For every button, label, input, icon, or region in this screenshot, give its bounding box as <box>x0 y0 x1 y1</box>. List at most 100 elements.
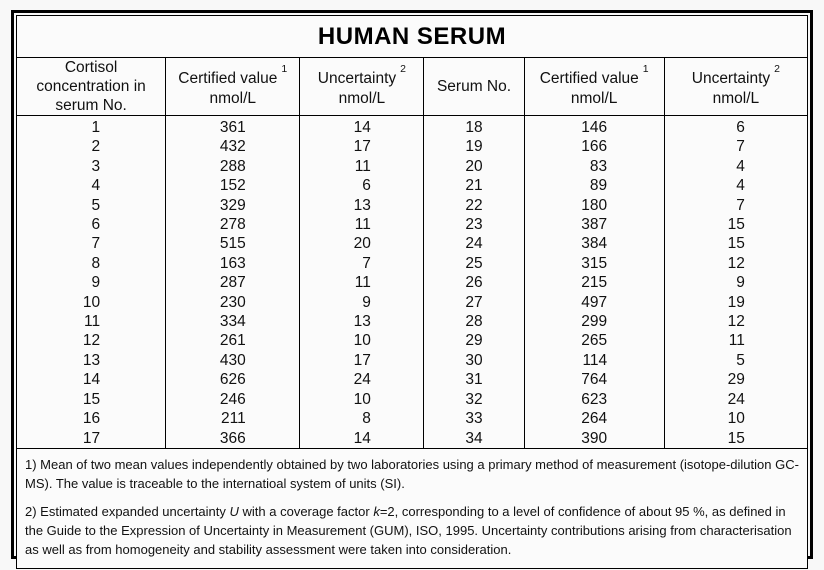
table-cell: 6 <box>15 215 167 235</box>
table-cell: 264 <box>523 409 665 429</box>
table-cell: 11 <box>15 312 167 332</box>
table-cell: 9 <box>663 273 809 293</box>
table-title: HUMAN SERUM <box>16 15 808 58</box>
table-cell: 9 <box>299 292 425 313</box>
table-row: 15 246 10 32 623 24 <box>15 389 809 410</box>
certified-values-table: HUMAN SERUM Cortisol concentration in se… <box>15 15 809 569</box>
table-cell: 13 <box>299 195 425 216</box>
table-cell: 5 <box>15 195 167 216</box>
col-header-unit: nmol/L <box>209 89 257 107</box>
table-cell: 329 <box>165 195 301 216</box>
table-cell: 22 <box>423 195 525 216</box>
table-cell: 384 <box>523 234 665 254</box>
table-frame: HUMAN SERUM Cortisol concentration in se… <box>11 10 813 569</box>
table-row: 17 366 14 34 390 15 <box>15 428 809 449</box>
table-cell: 20 <box>423 156 525 177</box>
col-header-serum-no: Serum No. <box>423 57 525 116</box>
footnote-ref-2: 2 <box>400 63 407 76</box>
data-rows: 1 361 14 18 146 6 2 432 17 19 166 7 3 288 11 20 83 4 4 152 6… <box>15 115 809 449</box>
table-cell: 7 <box>15 234 167 254</box>
table-cell: 20 <box>299 234 425 254</box>
footnote-ref-1: 1 <box>642 63 649 76</box>
table-row: 3 288 11 20 83 4 <box>15 156 809 177</box>
col-header-uncertainty-left: Uncertainty2 nmol/L <box>299 57 425 116</box>
table-cell: 288 <box>165 156 301 177</box>
table-cell: 387 <box>523 215 665 235</box>
table-cell: 30 <box>423 350 525 371</box>
table-cell: 26 <box>423 273 525 293</box>
table-cell: 15 <box>663 428 809 449</box>
table-cell: 764 <box>523 370 665 390</box>
table-cell: 261 <box>165 331 301 351</box>
title-row: HUMAN SERUM <box>16 15 808 58</box>
table-row: 16 211 8 33 264 10 <box>15 409 809 429</box>
table-row: 4 152 6 21 89 4 <box>15 176 809 196</box>
table-cell: 18 <box>423 115 525 138</box>
table-cell: 29 <box>423 331 525 351</box>
table-cell: 6 <box>299 176 425 196</box>
table-row: 9 287 11 26 215 9 <box>15 273 809 293</box>
table-cell: 230 <box>165 292 301 313</box>
table-cell: 114 <box>523 350 665 371</box>
table-cell: 146 <box>523 115 665 138</box>
col-header-uncertainty-right: Uncertainty2 nmol/L <box>663 57 809 116</box>
table-cell: 8 <box>299 409 425 429</box>
table-cell: 497 <box>523 292 665 313</box>
table-cell: 10 <box>299 389 425 410</box>
table-cell: 3 <box>15 156 167 177</box>
table-cell: 265 <box>523 331 665 351</box>
table-cell: 278 <box>165 215 301 235</box>
col-header-unit: nmol/L <box>570 89 618 107</box>
table-cell: 14 <box>15 370 167 390</box>
table-cell: 623 <box>523 389 665 410</box>
table-cell: 14 <box>299 428 425 449</box>
table-cell: 11 <box>299 273 425 293</box>
table-cell: 390 <box>523 428 665 449</box>
table-cell: 24 <box>423 234 525 254</box>
table-cell: 11 <box>299 215 425 235</box>
table-header-row: Cortisol concentration in serum No. Cert… <box>15 57 809 116</box>
table-cell: 16 <box>15 409 167 429</box>
table-cell: 19 <box>663 292 809 313</box>
table-cell: 6 <box>663 115 809 138</box>
table-cell: 23 <box>423 215 525 235</box>
table-cell: 4 <box>15 176 167 196</box>
table-cell: 15 <box>663 234 809 254</box>
footnote: 1) Mean of two mean values independently… <box>25 456 799 491</box>
footnote-ref-1: 1 <box>281 63 288 76</box>
footnote: 2) Estimated expanded uncertainty U with… <box>25 503 792 557</box>
table-cell: 246 <box>165 389 301 410</box>
table-cell: 315 <box>523 253 665 274</box>
table-cell: 432 <box>165 137 301 157</box>
col-header-label: Certified value <box>539 70 639 88</box>
table-cell: 180 <box>523 195 665 216</box>
table-cell: 10 <box>663 409 809 429</box>
table-cell: 29 <box>663 370 809 390</box>
table-cell: 32 <box>423 389 525 410</box>
table-cell: 17 <box>15 428 167 449</box>
table-cell: 7 <box>663 137 809 157</box>
table-cell: 11 <box>299 156 425 177</box>
table-cell: 15 <box>663 215 809 235</box>
col-header-label: Uncertainty <box>691 70 771 88</box>
table-cell: 211 <box>165 409 301 429</box>
col-header-label: Uncertainty <box>317 70 397 88</box>
table-cell: 1 <box>15 115 167 138</box>
col-header-cortisol-concentration: Cortisol concentration in serum No. <box>15 57 167 116</box>
table-cell: 12 <box>15 331 167 351</box>
table-cell: 334 <box>165 312 301 332</box>
table-cell: 10 <box>15 292 167 313</box>
table-cell: 287 <box>165 273 301 293</box>
col-header-certified-value-right: Certified value1 nmol/L <box>523 57 665 116</box>
col-header-unit: nmol/L <box>712 89 760 107</box>
col-header-label: Certified value <box>178 70 278 88</box>
table-cell: 10 <box>299 331 425 351</box>
table-row: 2 432 17 19 166 7 <box>15 137 809 157</box>
col-header-label: Cortisol concentration in serum No. <box>36 59 146 114</box>
footer-row: 1) Mean of two mean values independently… <box>16 447 808 569</box>
table-row: 6 278 11 23 387 15 <box>15 215 809 235</box>
table-cell: 299 <box>523 312 665 332</box>
table-cell: 5 <box>663 350 809 371</box>
col-header-certified-value-left: Certified value1 nmol/L <box>165 57 301 116</box>
